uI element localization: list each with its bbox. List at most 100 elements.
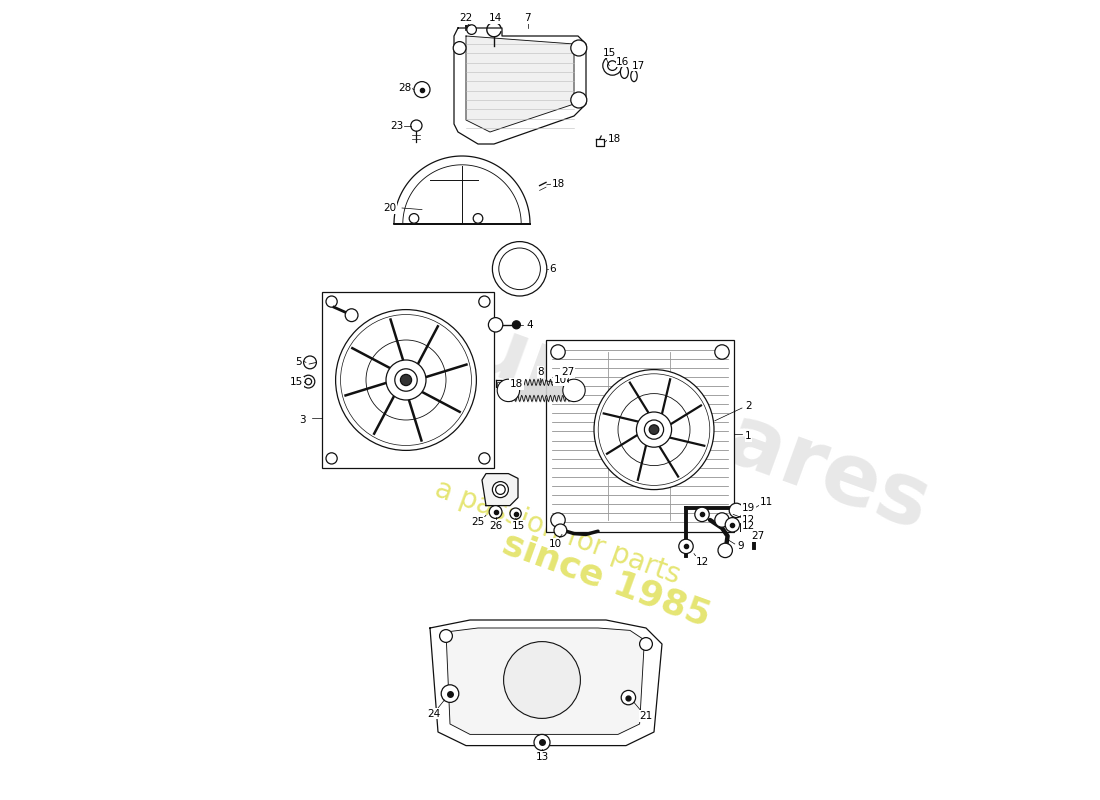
Polygon shape (394, 156, 530, 224)
Circle shape (563, 379, 585, 402)
Circle shape (386, 360, 426, 400)
Circle shape (302, 375, 315, 388)
Circle shape (715, 513, 729, 527)
Circle shape (453, 42, 466, 54)
Circle shape (695, 507, 710, 522)
Circle shape (637, 412, 672, 447)
Circle shape (551, 513, 565, 527)
Circle shape (497, 379, 519, 402)
Polygon shape (466, 36, 574, 132)
Circle shape (718, 543, 733, 558)
Text: 12: 12 (741, 515, 755, 525)
Circle shape (607, 61, 617, 70)
Text: 18: 18 (509, 379, 522, 389)
Circle shape (594, 370, 714, 490)
Text: 1: 1 (745, 431, 751, 441)
Text: 20: 20 (384, 203, 397, 213)
Text: 10: 10 (553, 375, 566, 385)
Text: 25: 25 (472, 518, 485, 527)
Circle shape (304, 356, 317, 369)
Circle shape (345, 309, 358, 322)
Ellipse shape (630, 70, 637, 82)
Text: 13: 13 (536, 752, 549, 762)
Bar (497, 382, 500, 386)
Text: 14: 14 (490, 14, 503, 23)
Text: 16: 16 (616, 57, 629, 66)
Circle shape (414, 82, 430, 98)
Circle shape (440, 630, 452, 642)
Circle shape (493, 242, 547, 296)
Circle shape (513, 321, 520, 329)
Circle shape (603, 56, 622, 75)
Circle shape (326, 296, 338, 307)
Text: 28: 28 (398, 83, 411, 93)
Circle shape (645, 420, 663, 439)
Text: 15: 15 (512, 521, 525, 530)
Circle shape (571, 40, 586, 56)
Circle shape (473, 214, 483, 223)
Circle shape (305, 378, 311, 385)
Circle shape (409, 214, 419, 223)
Text: 11: 11 (759, 498, 772, 507)
Polygon shape (454, 28, 586, 144)
Circle shape (410, 120, 422, 131)
Circle shape (466, 25, 476, 34)
Text: 27: 27 (561, 367, 574, 377)
Ellipse shape (620, 66, 628, 78)
Circle shape (639, 638, 652, 650)
Circle shape (478, 296, 490, 307)
Circle shape (400, 374, 411, 386)
Text: 4: 4 (527, 320, 534, 330)
Circle shape (621, 690, 636, 705)
Polygon shape (446, 628, 645, 734)
Circle shape (571, 92, 586, 108)
Text: 18: 18 (607, 134, 620, 144)
Circle shape (679, 539, 693, 554)
Circle shape (490, 506, 502, 518)
Circle shape (395, 369, 417, 391)
Circle shape (498, 248, 540, 290)
Text: 26: 26 (490, 521, 503, 530)
Text: since 1985: since 1985 (497, 526, 715, 634)
Text: a passion for parts: a passion for parts (431, 474, 684, 590)
Text: 6: 6 (549, 264, 556, 274)
Text: eurospares: eurospares (399, 284, 940, 548)
Text: 24: 24 (428, 709, 441, 718)
Text: 3: 3 (299, 415, 306, 425)
Circle shape (510, 508, 521, 519)
Circle shape (729, 503, 744, 518)
Polygon shape (482, 474, 518, 506)
Text: 23: 23 (389, 121, 403, 130)
Circle shape (326, 453, 338, 464)
Circle shape (551, 345, 565, 359)
Polygon shape (740, 523, 751, 531)
Text: 10: 10 (549, 539, 562, 549)
Text: 12: 12 (741, 522, 755, 531)
Text: 15: 15 (603, 48, 616, 58)
Circle shape (725, 518, 739, 532)
Circle shape (441, 685, 459, 702)
Circle shape (488, 318, 503, 332)
Text: 5: 5 (295, 357, 301, 366)
Text: 21: 21 (639, 711, 652, 721)
Text: 9: 9 (737, 541, 744, 550)
Text: 7: 7 (525, 14, 531, 23)
Circle shape (336, 310, 476, 450)
Circle shape (715, 345, 729, 359)
Text: 22: 22 (460, 14, 473, 23)
Text: 18: 18 (551, 179, 564, 189)
Text: 8: 8 (537, 367, 543, 377)
Text: 15: 15 (289, 378, 302, 387)
Text: 2: 2 (745, 402, 751, 411)
Circle shape (534, 734, 550, 750)
Text: 19: 19 (741, 503, 755, 513)
Circle shape (478, 453, 490, 464)
Polygon shape (430, 620, 662, 746)
Bar (546, 340, 734, 532)
Circle shape (554, 524, 566, 537)
Text: 27: 27 (751, 531, 764, 541)
Text: 12: 12 (695, 557, 708, 566)
Circle shape (493, 482, 508, 498)
Circle shape (649, 425, 659, 434)
Circle shape (504, 642, 581, 718)
